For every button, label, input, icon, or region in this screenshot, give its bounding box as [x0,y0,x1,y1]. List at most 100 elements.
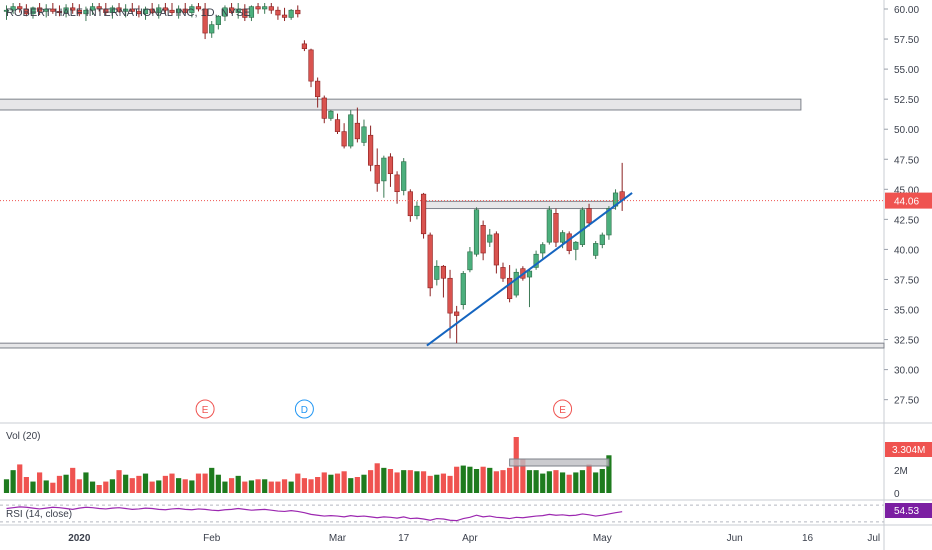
candle-body [387,156,394,174]
volume-bar [169,473,175,493]
volume-bar [215,474,221,493]
time-tick-label: 16 [802,533,814,544]
candle-body [374,164,380,184]
volume-bar [89,481,96,493]
candle [209,21,215,38]
candle-body [169,9,175,13]
badge-bg [885,192,932,209]
volume-bar [467,466,473,493]
candle [447,269,453,339]
candle [262,3,268,14]
earnings-marker: E [195,399,215,419]
volume-bar [63,474,69,493]
volume-bar [593,472,599,493]
volume-bar [209,467,215,493]
earnings-marker: E [553,399,573,419]
volume-bar [420,471,427,493]
candle [228,3,235,14]
zone-rect [0,342,885,349]
volume-bar [242,481,248,493]
candle-body [30,7,36,15]
candle-body [63,7,69,13]
candle [354,107,360,143]
volume-bar [103,481,109,493]
candle-body [156,7,162,13]
candle [321,95,327,124]
candle-body [334,119,341,132]
candle [195,3,202,12]
volume-bar [559,472,566,493]
candle-body [593,243,599,256]
candle [222,5,228,22]
volume-bar [142,473,149,493]
candle [202,3,208,40]
candle-body [341,131,347,147]
candle-body [315,80,321,98]
candle [361,119,367,147]
candle-body [480,225,486,254]
volume-label: Vol (20) [6,431,41,442]
candle-body [83,9,89,15]
candle [89,3,96,16]
candle-body [222,7,228,17]
volume-bar [348,478,354,493]
candle [30,6,36,19]
volume-bar [487,467,493,493]
volume-bar [23,477,29,493]
time-tick-label: Jun [727,533,743,544]
candle [169,3,175,16]
volume-bar [30,481,36,493]
time-tick-label: Mar [329,533,347,544]
candle-body [242,8,248,18]
volume-bar [374,463,380,493]
volume-bar [301,478,307,493]
price-tick-label: 60.00 [894,5,919,16]
price-tick-label: 57.50 [894,35,919,46]
candle [116,3,122,13]
candle [619,162,625,211]
candle [348,109,354,149]
candle-body [23,8,29,15]
volume-bar [507,467,513,493]
candle-body [420,193,427,235]
candle-body [348,114,354,147]
candle [301,40,308,52]
volume-bar [308,479,314,493]
candle-body [460,273,466,306]
candle [235,3,241,19]
candle-body [262,6,268,10]
volume-bar [460,465,466,493]
volume-bar [262,479,268,493]
candle-body [36,7,43,12]
rsi-value-label: 54.53 [894,506,919,517]
candle-body [328,110,334,119]
candle-body [288,9,294,18]
candle [420,192,427,239]
volume-bar [368,470,374,493]
candle [129,3,135,14]
candle-body [116,7,122,12]
volume-bar [83,472,89,493]
time-tick-label: 17 [398,533,410,544]
time-tick-label: May [593,533,612,544]
volume-bar [10,470,16,493]
candle-body [427,234,433,289]
volume-bar [354,477,360,493]
candle-body [195,6,202,10]
candle-body [500,267,506,279]
candle [341,123,347,149]
volume-bar [136,475,142,493]
candle [440,265,447,298]
price-tick-label: 32.50 [894,336,919,347]
marker-circle [553,399,573,419]
candle-body [109,7,116,13]
candle-body [70,7,76,11]
volume-badge: 3.304M [885,442,932,457]
candle [43,4,49,18]
volume-zone-rect [509,458,610,467]
price-tick-label: 47.50 [894,155,919,166]
candle [149,3,155,14]
volume-bar [156,480,162,493]
